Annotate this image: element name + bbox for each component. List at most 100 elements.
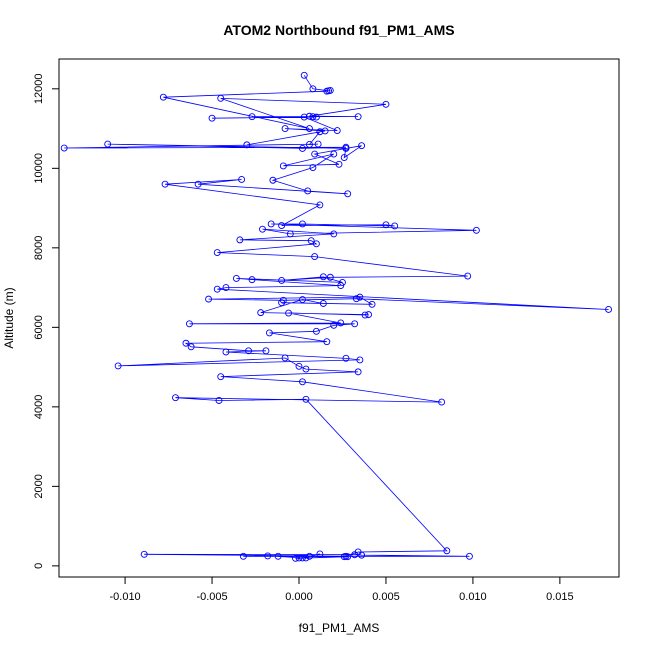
data-point [222,348,230,356]
data-point [356,356,364,364]
data-point [278,299,286,307]
data-point [217,94,225,102]
data-point [172,394,179,402]
data-point [299,296,306,303]
data-point [309,85,317,93]
data-point [213,249,221,257]
data-point [309,113,317,121]
data-point [213,285,221,293]
data-point [302,554,310,562]
data-point [194,180,202,188]
data-point [302,365,310,373]
data-point [354,113,362,121]
data-point [187,343,195,351]
data-point [286,230,294,238]
x-tick-label: 0.015 [546,591,574,603]
data-point [305,112,313,120]
data-point [312,240,320,248]
data-point [312,113,320,121]
data-point [342,354,350,362]
x-axis-label: f91_PM1_AMS [299,621,380,635]
data-point [114,362,122,370]
data-point [340,154,348,162]
data-point [316,201,324,209]
data-point [352,295,360,303]
y-tick-label: 4000 [33,395,45,419]
data-point [319,300,327,307]
data-point [337,319,345,327]
data-point [358,551,366,559]
data-point [354,368,362,376]
data-point [337,282,345,290]
data-point [269,176,277,184]
data-point [104,140,112,148]
data-point [243,141,251,149]
data-point [391,222,399,230]
data-point [185,320,193,328]
data-point [245,347,253,355]
data-point [248,113,256,121]
data-point [464,272,472,280]
data-point [311,253,319,261]
data-point [304,187,312,195]
data-point [342,144,350,152]
data-point [279,162,287,170]
data-point [382,100,390,108]
data-point [356,293,364,301]
data-point [205,295,213,303]
data-point [239,552,247,560]
data-point [344,553,352,561]
data-point [264,552,272,560]
data-point [215,397,223,404]
data-point [232,274,240,282]
data-point [182,339,190,347]
x-tick-label: -0.005 [196,591,227,603]
data-point [236,236,244,244]
plot-area [60,71,613,562]
data-point [323,87,331,95]
y-tick-label: 6000 [33,315,45,339]
y-tick-label: 8000 [33,236,45,260]
x-tick-label: 0.000 [285,591,313,603]
data-point [295,554,303,562]
x-tick-label: -0.010 [109,591,140,603]
data-point [292,554,299,562]
data-point [465,552,473,560]
data-point [382,221,390,229]
data-point [321,127,329,135]
data-point [262,347,270,355]
data-point [361,311,369,319]
data-point [248,276,256,284]
data-point [281,125,289,133]
data-point [326,86,334,94]
data-point [365,311,373,319]
y-axis-label: Altitude (m) [2,287,16,348]
data-point [316,128,324,136]
data-point [330,321,338,329]
data-point [351,320,359,328]
data-point [312,327,320,335]
data-point [278,276,286,284]
data-point [319,273,327,281]
data-point [257,309,265,317]
data-point [605,306,613,313]
y-tick-label: 10000 [33,153,45,184]
data-point [326,273,334,281]
data-point [60,144,68,152]
data-point [274,552,282,560]
data-point [305,141,313,148]
data-point [299,378,306,386]
data-point [472,226,480,234]
data-point [311,150,319,158]
data-point [302,395,310,403]
data-point [295,362,303,370]
data-point [281,354,289,362]
data-point [307,237,315,245]
data-point [314,140,322,148]
data-point [300,113,308,121]
data-point [259,225,266,233]
data-point [305,552,313,560]
data-point [161,180,169,188]
